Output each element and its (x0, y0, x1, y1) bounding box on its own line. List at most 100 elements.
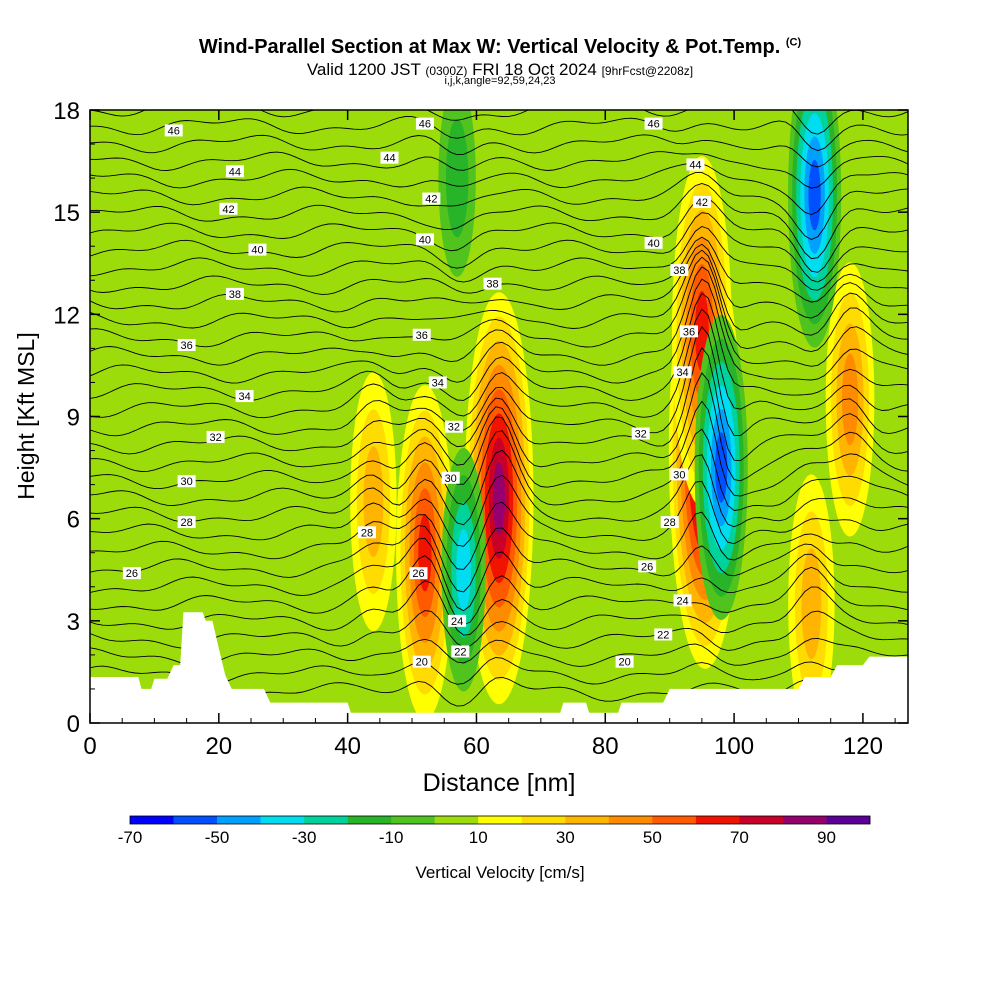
theta-contour-label: 20 (615, 655, 634, 669)
theta-label-text: 44 (383, 153, 395, 165)
theta-contour-label: 26 (122, 567, 141, 580)
theta-label-box (670, 264, 689, 277)
isentrope-line (90, 292, 908, 401)
isentrope-line (90, 449, 908, 528)
theta-label-box (415, 233, 434, 246)
theta-contour-label: 42 (219, 202, 238, 216)
theta-label-box (412, 328, 431, 341)
theta-label-box (428, 376, 447, 389)
theta-contour-label: 44 (225, 165, 244, 178)
colorbar-swatch (695, 816, 740, 824)
theta-contour-label: 28 (357, 526, 376, 539)
theta-label-box (644, 117, 663, 130)
isentrope-line (90, 610, 908, 651)
velocity-contour-fill (841, 353, 859, 446)
theta-label-text: 44 (689, 159, 701, 171)
colorbar-label: Vertical Velocity [cm/s] (415, 863, 585, 882)
colorbar-tick-label: -70 (118, 828, 143, 847)
theta-contour-label: 26 (638, 560, 657, 573)
x-tick-label: 60 (463, 733, 490, 760)
theta-label-text: 20 (618, 657, 630, 669)
theta-label-box (441, 471, 460, 484)
velocity-cell (438, 110, 476, 277)
isentrope-line (90, 162, 908, 215)
colorbar-swatch (565, 816, 610, 824)
theta-label-box (225, 165, 244, 178)
theta-contour-label: 40 (415, 233, 434, 246)
x-tick-label: 80 (592, 733, 619, 760)
theta-label-box (177, 516, 196, 529)
colorbar-tick-label: 30 (556, 828, 575, 847)
isentrope-line (90, 110, 908, 135)
isentrope-line (90, 400, 908, 497)
theta-label-text: 42 (696, 197, 708, 209)
theta-label-text: 40 (419, 234, 431, 246)
chart-grid-info: i,j,k,angle=92,59,24,23 (444, 75, 556, 87)
theta-label-text: 30 (445, 473, 457, 485)
colorbar-swatch (347, 816, 392, 824)
terrain-mask (90, 612, 908, 723)
theta-label-box (248, 243, 267, 256)
colorbar-swatch (782, 816, 827, 824)
theta-label-text: 40 (251, 245, 263, 257)
theta-label-box (660, 516, 679, 529)
theta-label-box (448, 614, 467, 627)
theta-contour-label: 26 (409, 567, 428, 580)
theta-contour-label: 30 (441, 471, 460, 485)
isentrope-line (90, 256, 908, 353)
colorbar-swatch (478, 816, 523, 824)
theta-label-text: 26 (412, 568, 424, 580)
isentrope-line (90, 225, 908, 291)
velocity-contour-fill (808, 159, 821, 231)
theta-label-text: 42 (425, 194, 437, 206)
theta-contour-label: 34 (673, 366, 692, 379)
isentrope-line (90, 116, 908, 152)
x-tick-label: 100 (714, 733, 754, 760)
isentrope-line (90, 249, 908, 336)
theta-label-box (673, 366, 692, 379)
theta-label-box (177, 475, 196, 488)
theta-label-box (235, 390, 254, 403)
colorbar-swatch (652, 816, 697, 824)
theta-label-box (638, 560, 657, 573)
theta-label-text: 20 (416, 657, 428, 669)
theta-contour-label: 22 (451, 645, 470, 658)
isentrope-line (90, 151, 908, 189)
theta-contour-label: 38 (670, 264, 689, 277)
theta-contour-label: 32 (206, 430, 225, 444)
isentrope-line (90, 537, 908, 612)
colorbar-tick-label: -30 (292, 828, 317, 847)
theta-label-text: 22 (657, 629, 669, 641)
isentrope-line (90, 212, 908, 283)
theta-contour-label: 44 (686, 158, 705, 171)
theta-label-text: 40 (647, 238, 659, 250)
theta-label-text: 38 (486, 279, 498, 291)
theta-label-box (415, 117, 434, 130)
theta-contour-label: 24 (673, 594, 692, 607)
colorbar-swatch (826, 816, 871, 824)
colorbar-frame (129, 815, 871, 825)
velocity-cell (694, 315, 748, 620)
theta-contour-label: 38 (225, 287, 244, 301)
theta-label-text: 22 (454, 646, 466, 658)
velocity-contour-fill (801, 548, 822, 660)
theta-label-text: 34 (676, 367, 688, 379)
colorbar-tick-label: 50 (643, 828, 662, 847)
y-tick-label: 18 (53, 98, 80, 125)
colorbar-swatch (260, 816, 305, 824)
theta-label-text: 46 (419, 119, 431, 131)
theta-contour-label: 36 (177, 338, 196, 352)
x-tick-label: 20 (205, 733, 232, 760)
x-tick-label: 0 (83, 733, 96, 760)
isentrope-line (90, 580, 908, 636)
theta-contour-label: 40 (248, 243, 267, 257)
colorbar-tick-label: 90 (817, 828, 836, 847)
colorbar-tick-label: 70 (730, 828, 749, 847)
y-tick-label: 6 (67, 507, 80, 534)
theta-label-box (670, 468, 689, 481)
colorbar-swatch (391, 816, 436, 824)
velocity-cell (825, 262, 875, 537)
isentrope-line (90, 325, 908, 437)
isentrope-line (90, 134, 908, 168)
